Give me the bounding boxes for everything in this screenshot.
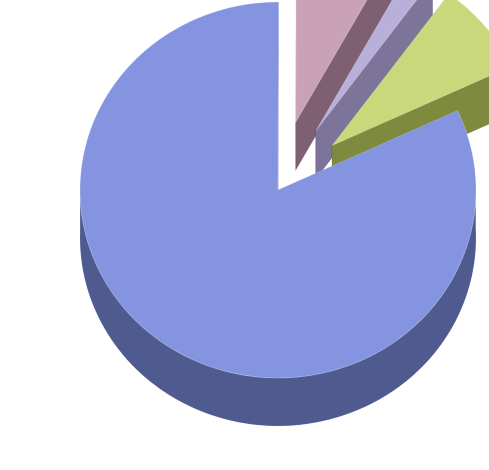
pie-slice-1	[79, 1, 477, 379]
pie-slice-4	[331, 0, 489, 146]
pie-slice-3	[315, 0, 418, 132]
pie-slice-2	[295, 0, 368, 124]
